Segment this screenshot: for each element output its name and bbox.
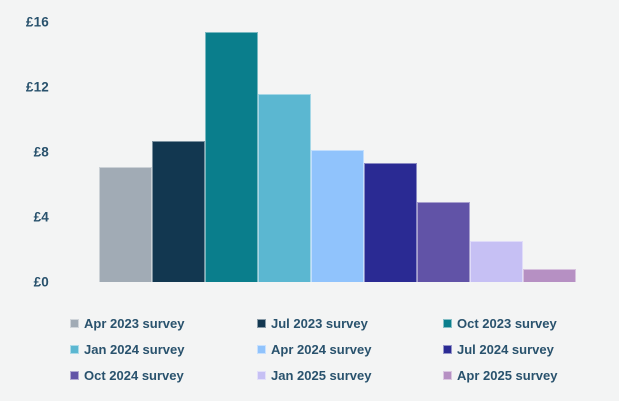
- legend-swatch-icon: [257, 345, 266, 354]
- legend-item-jan-2025-survey: Jan 2025 survey: [257, 368, 443, 383]
- legend-swatch-icon: [257, 319, 266, 328]
- bar-oct-2023-survey: [205, 31, 258, 282]
- legend-label: Oct 2023 survey: [457, 316, 557, 331]
- y-tick-label: £0: [33, 274, 49, 290]
- legend-swatch-icon: [70, 371, 79, 380]
- legend-label: Apr 2025 survey: [457, 368, 558, 383]
- bar-jul-2023-survey: [152, 140, 205, 282]
- legend-item-oct-2024-survey: Oct 2024 survey: [70, 368, 257, 383]
- bar-jan-2025-survey: [470, 241, 523, 282]
- legend-label: Jul 2023 survey: [271, 316, 368, 331]
- bar-oct-2024-survey: [417, 202, 470, 282]
- legend-swatch-icon: [443, 319, 452, 328]
- legend-label: Apr 2024 survey: [271, 342, 372, 357]
- legend-item-apr-2023-survey: Apr 2023 survey: [70, 316, 257, 331]
- legend-label: Oct 2024 survey: [84, 368, 184, 383]
- legend-item-apr-2025-survey: Apr 2025 survey: [443, 368, 557, 383]
- legend-swatch-icon: [443, 345, 452, 354]
- y-tick-label: £16: [25, 14, 49, 30]
- bar-apr-2025-survey: [523, 269, 576, 282]
- bar-jul-2024-survey: [364, 163, 417, 282]
- y-tick-label: £12: [25, 79, 49, 95]
- bar-jan-2024-survey: [258, 93, 311, 282]
- y-tick-label: £8: [33, 144, 49, 160]
- legend-swatch-icon: [257, 371, 266, 380]
- legend-item-jul-2024-survey: Jul 2024 survey: [443, 342, 557, 357]
- legend-label: Jan 2024 survey: [84, 342, 185, 357]
- plot-area: [99, 0, 576, 282]
- legend-item-jan-2024-survey: Jan 2024 survey: [70, 342, 257, 357]
- legend: Apr 2023 survey Jul 2023 survey Oct 2023 s…: [70, 316, 557, 383]
- legend-item-oct-2023-survey: Oct 2023 survey: [443, 316, 557, 331]
- legend-swatch-icon: [70, 319, 79, 328]
- legend-item-apr-2024-survey: Apr 2024 survey: [257, 342, 443, 357]
- legend-label: Apr 2023 survey: [84, 316, 185, 331]
- legend-label: Jul 2024 survey: [457, 342, 554, 357]
- legend-swatch-icon: [443, 371, 452, 380]
- legend-swatch-icon: [70, 345, 79, 354]
- y-tick-label: £4: [33, 209, 49, 225]
- legend-item-jul-2023-survey: Jul 2023 survey: [257, 316, 443, 331]
- legend-label: Jan 2025 survey: [271, 368, 372, 383]
- bar-apr-2024-survey: [311, 150, 364, 282]
- bar-apr-2023-survey: [99, 166, 152, 282]
